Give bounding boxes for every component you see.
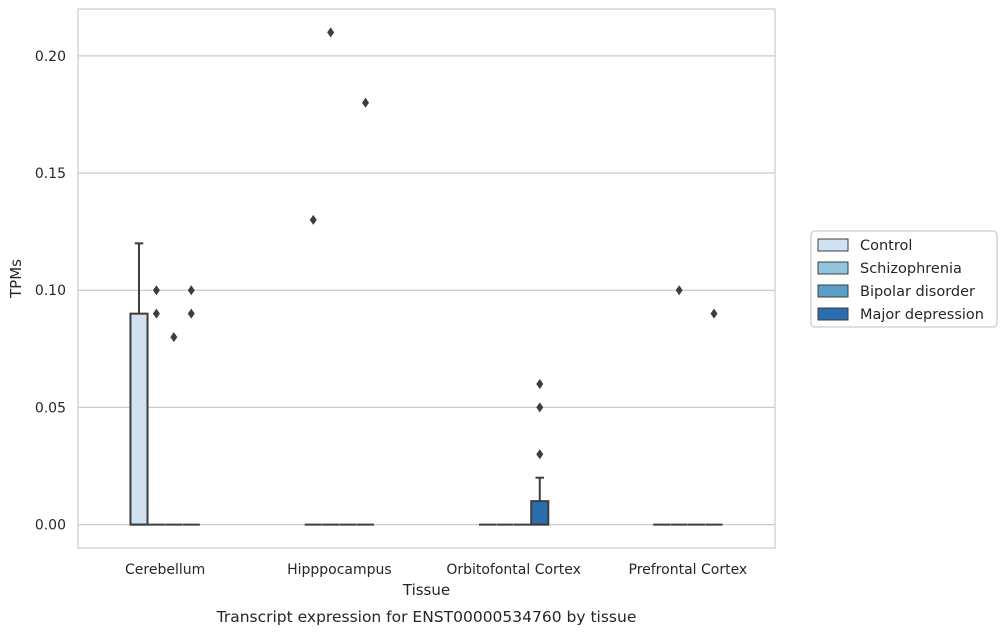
outlier-point	[187, 285, 195, 296]
box-major-depression	[705, 308, 723, 526]
box-major-depression	[356, 97, 375, 526]
box-control	[129, 242, 149, 526]
outlier-point	[536, 449, 544, 460]
legend-label: Bipolar disorder	[860, 284, 975, 300]
outlier-point	[675, 285, 683, 296]
chart-caption: Transcript expression for ENST0000053476…	[216, 608, 637, 626]
box-control	[304, 214, 322, 526]
box-major-depression	[182, 285, 200, 526]
box-body	[530, 500, 550, 526]
x-axis-label: Tissue	[402, 581, 450, 599]
outlier-point	[152, 285, 160, 296]
x-tick-label: Hipppocampus	[287, 562, 392, 578]
legend-swatch	[817, 261, 849, 275]
legend: Control Schizophrenia Bipolar disorder Majo…	[810, 230, 998, 328]
legend-frame	[810, 230, 998, 328]
y-tick-label: 0.00	[35, 518, 66, 534]
legend-swatch	[817, 307, 849, 321]
legend-label: Schizophrenia	[860, 261, 962, 277]
outlier-point	[187, 308, 195, 319]
x-tick-label: Orbitofontal Cortex	[446, 562, 581, 578]
box-bipolar-disorder	[165, 332, 183, 526]
y-axis-label: TPMs	[7, 259, 25, 299]
legend-swatch	[817, 238, 849, 252]
outlier-point	[710, 308, 718, 319]
box-schizophrenia	[147, 285, 165, 526]
legend-label: Control	[860, 238, 912, 254]
box-body	[129, 312, 149, 526]
x-tick-labels: Cerebellum Hipppocampus Orbitofontal Corte…	[125, 562, 747, 578]
outlier-point	[309, 214, 317, 225]
box-major-depression	[530, 378, 550, 526]
boxes	[129, 27, 723, 526]
y-tick-label: 0.20	[35, 49, 66, 65]
legend-label: Major depression	[860, 307, 984, 323]
outlier-point	[536, 378, 544, 389]
x-tick-label: Prefrontal Cortex	[629, 562, 748, 578]
outlier-point	[536, 402, 544, 413]
box-schizophrenia	[670, 285, 688, 526]
x-tick-label: Cerebellum	[125, 562, 205, 578]
y-tick-label: 0.05	[35, 400, 66, 416]
plot-area	[77, 8, 776, 549]
outlier-point	[170, 332, 178, 343]
y-tick-label: 0.15	[35, 166, 66, 182]
outlier-point	[152, 308, 160, 319]
outlier-point	[362, 97, 370, 108]
box-schizophrenia	[322, 27, 340, 526]
y-tick-label: 0.10	[35, 283, 66, 299]
legend-swatch	[817, 284, 849, 298]
outlier-point	[327, 27, 335, 38]
y-tick-labels: 0.00 0.05 0.10 0.15 0.20	[35, 49, 66, 534]
